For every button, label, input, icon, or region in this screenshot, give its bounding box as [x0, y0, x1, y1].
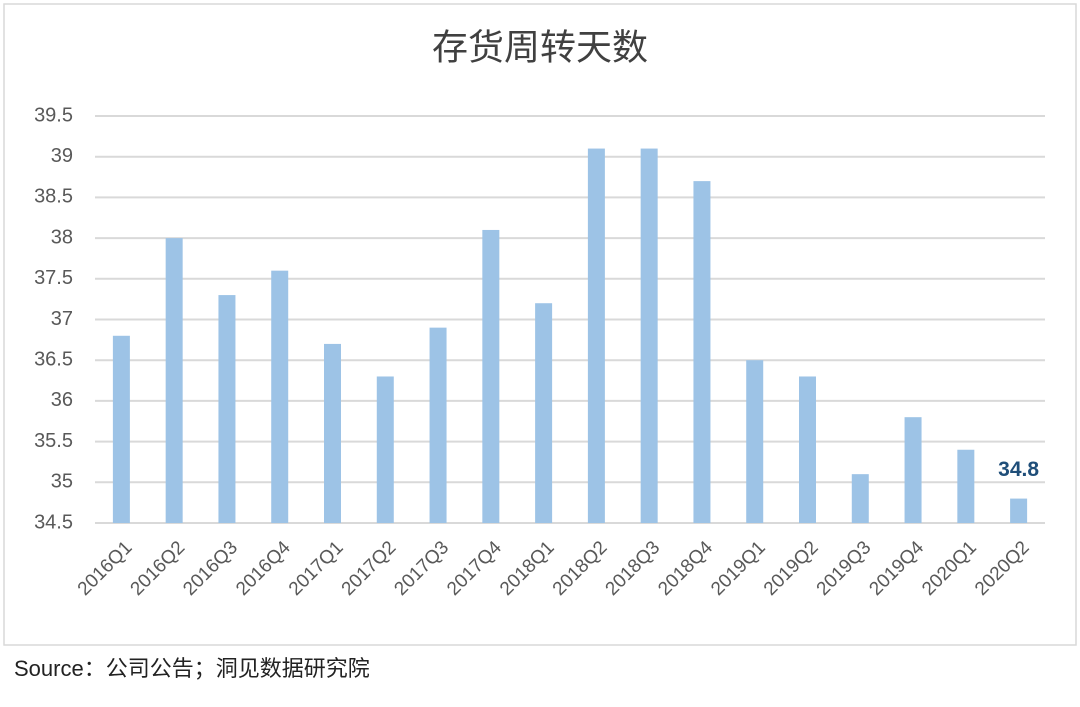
bar — [904, 417, 922, 523]
bar — [693, 181, 711, 523]
y-tick-label: 34.5 — [34, 511, 73, 533]
bar — [271, 270, 289, 523]
bar — [535, 303, 553, 523]
y-tick-label: 39.5 — [34, 104, 73, 126]
y-tick-label: 35 — [51, 471, 73, 493]
bar — [746, 360, 764, 523]
bar — [957, 449, 975, 523]
y-tick-label: 35.5 — [34, 430, 73, 452]
bar — [218, 295, 236, 523]
bar — [799, 376, 816, 523]
y-tick-label: 37 — [51, 308, 73, 330]
y-tick-label: 37.5 — [34, 267, 73, 289]
bar — [165, 238, 183, 523]
bar — [112, 335, 130, 523]
y-tick-label: 38 — [51, 226, 73, 248]
bar — [429, 327, 447, 523]
y-tick-label: 36.5 — [34, 348, 73, 370]
y-tick-label: 39 — [51, 145, 73, 167]
y-tick-label: 38.5 — [34, 186, 73, 208]
bar — [482, 229, 500, 523]
bar — [376, 376, 394, 523]
bar — [851, 474, 869, 523]
chart-title: 存货周转天数 — [432, 27, 648, 68]
source-note: Source：公司公告；洞见数据研究院 — [14, 656, 370, 681]
bar — [1010, 498, 1028, 523]
y-tick-label: 36 — [51, 389, 73, 411]
bar — [324, 343, 341, 523]
bar — [640, 148, 658, 523]
data-label: 34.8 — [998, 458, 1039, 481]
bar — [587, 148, 605, 523]
